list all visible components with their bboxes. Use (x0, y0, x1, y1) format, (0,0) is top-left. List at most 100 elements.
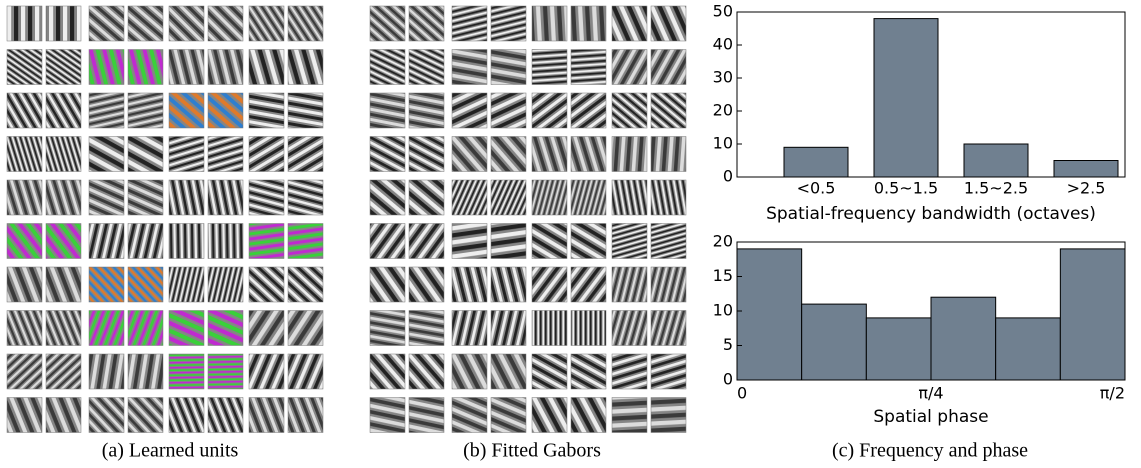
gabor-tile (249, 180, 284, 215)
gabor-tile (532, 311, 567, 346)
gabor-tile (612, 224, 647, 259)
gabor-tile (46, 50, 81, 85)
gabor-tile (491, 267, 526, 302)
histogram-bar (1060, 249, 1125, 380)
gabor-tile (651, 180, 686, 215)
gabor-tile (571, 137, 606, 172)
gabor-tile (532, 137, 567, 172)
gabor-tile (370, 267, 405, 302)
gabor-tile (46, 6, 81, 41)
gabor-tile (491, 398, 526, 433)
gabor-tile (452, 6, 487, 41)
gabor-tile (7, 93, 42, 128)
gabor-tile (651, 311, 686, 346)
gabor-tile (452, 224, 487, 259)
gabor-tile (571, 224, 606, 259)
gabor-tile (452, 137, 487, 172)
gabor-tile (169, 311, 204, 346)
gabor-tile (288, 398, 323, 433)
x-tick-label: 0 (737, 384, 747, 403)
y-tick-label: 10 (713, 134, 733, 153)
x-tick-label: >2.5 (1067, 179, 1106, 198)
caption: (b) Fitted Gabors (463, 440, 601, 462)
gabor-tile (249, 398, 284, 433)
gabor-tile (169, 6, 204, 41)
figure: <0.50.5~1.51.5~2.5>2.501020304050Spatial… (0, 0, 1141, 468)
gabor-tile (46, 93, 81, 128)
bar (874, 19, 938, 177)
gabor-tile (491, 180, 526, 215)
gabor-tile (370, 398, 405, 433)
gabor-tile (491, 354, 526, 389)
gabor-tile (532, 224, 567, 259)
x-axis-label: Spatial-frequency bandwidth (octaves) (766, 204, 1096, 224)
gabor-tile (128, 354, 163, 389)
gabor-tile (89, 6, 124, 41)
gabor-tile (571, 180, 606, 215)
y-tick-label: 20 (713, 232, 733, 251)
bar (1054, 161, 1118, 178)
bar (964, 144, 1028, 177)
gabor-tile (249, 311, 284, 346)
gabor-tile (409, 6, 444, 41)
gabor-tile (288, 50, 323, 85)
gabor-tile (128, 180, 163, 215)
gabor-tile (452, 398, 487, 433)
gabor-tile (452, 93, 487, 128)
gabor-tile (128, 267, 163, 302)
gabor-tile (532, 6, 567, 41)
gabor-tile (571, 267, 606, 302)
gabor-tile (169, 224, 204, 259)
y-tick-label: 5 (723, 335, 733, 354)
gabor-tile (370, 354, 405, 389)
gabor-tile (169, 180, 204, 215)
gabor-tile (288, 224, 323, 259)
gabor-tile (651, 6, 686, 41)
gabor-tile (46, 398, 81, 433)
gabor-tile (370, 137, 405, 172)
gabor-tile (288, 137, 323, 172)
gabor-tile (612, 398, 647, 433)
gabor-tile (7, 50, 42, 85)
histogram-bar (866, 318, 931, 380)
x-axis-label: Spatial phase (873, 407, 988, 427)
gabor-tile (288, 6, 323, 41)
y-tick-label: 20 (713, 101, 733, 120)
gabor-tile (89, 137, 124, 172)
gabor-tile (7, 267, 42, 302)
gabor-tile (612, 137, 647, 172)
gabor-tile (208, 6, 243, 41)
gabor-tile (651, 93, 686, 128)
x-tick-label: 1.5~2.5 (964, 179, 1028, 198)
histogram-bar (996, 318, 1061, 380)
gabor-tile (7, 398, 42, 433)
gabor-tile (409, 50, 444, 85)
histogram-bar (931, 297, 996, 380)
gabor-tile (491, 137, 526, 172)
gabor-tile (7, 137, 42, 172)
gabor-tile (46, 224, 81, 259)
gabor-tile (208, 311, 243, 346)
gabor-tile (46, 137, 81, 172)
gabor-tile (249, 50, 284, 85)
gabor-tile (409, 224, 444, 259)
y-tick-label: 0 (723, 167, 733, 186)
x-tick-label: π/2 (1100, 384, 1125, 403)
gabor-tile (370, 180, 405, 215)
gabor-tile (409, 93, 444, 128)
gabor-tile (46, 354, 81, 389)
x-tick-label: <0.5 (797, 179, 836, 198)
gabor-tile (169, 93, 204, 128)
gabor-tile (532, 93, 567, 128)
gabor-tile (128, 50, 163, 85)
gabor-tile (208, 224, 243, 259)
gabor-tile (452, 354, 487, 389)
histogram-bar (737, 249, 802, 380)
gabor-tile (7, 311, 42, 346)
gabor-tile (7, 6, 42, 41)
gabor-tile (208, 398, 243, 433)
gabor-tile (612, 93, 647, 128)
gabor-tile (370, 311, 405, 346)
gabor-tile (370, 50, 405, 85)
gabor-tile (128, 137, 163, 172)
